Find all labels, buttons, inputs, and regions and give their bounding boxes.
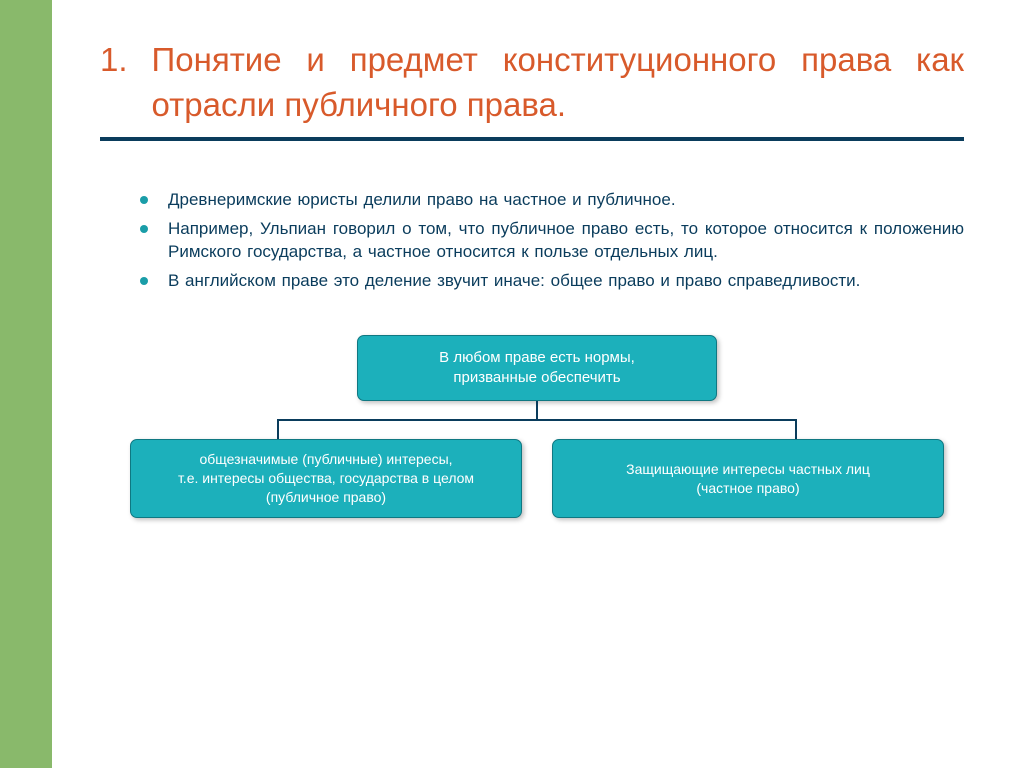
connector bbox=[277, 421, 279, 439]
title-text: Понятие и предмет конституционного права… bbox=[152, 38, 964, 127]
node-line: (частное право) bbox=[696, 480, 799, 496]
connector bbox=[536, 401, 538, 419]
connector bbox=[277, 419, 797, 421]
diagram-top-line2: призванные обеспечить bbox=[453, 369, 620, 386]
node-line: общезначимые (публичные) интересы, bbox=[199, 451, 452, 467]
bullet-list: Древнеримские юристы делили право на час… bbox=[100, 189, 964, 293]
diagram: В любом праве есть нормы, призванные обе… bbox=[100, 335, 964, 518]
left-stripe bbox=[0, 0, 52, 768]
connector-row bbox=[277, 421, 797, 439]
title-number: 1. bbox=[100, 38, 128, 83]
node-line: Защищающие интересы частных лиц bbox=[626, 461, 870, 477]
bullet-text: Например, Ульпиан говорил о том, что пуб… bbox=[168, 218, 964, 264]
diagram-bottom-row: общезначимые (публичные) интересы, т.е. … bbox=[130, 439, 944, 518]
bullet-dot-icon bbox=[140, 196, 148, 204]
title-row: 1. Понятие и предмет конституционного пр… bbox=[100, 38, 964, 127]
bullet-dot-icon bbox=[140, 225, 148, 233]
title-underline bbox=[100, 137, 964, 141]
list-item: Древнеримские юристы делили право на час… bbox=[140, 189, 964, 212]
slide-content: 1. Понятие и предмет конституционного пр… bbox=[52, 0, 1024, 768]
node-line: (публичное право) bbox=[266, 489, 386, 505]
node-line: т.е. интересы общества, государства в це… bbox=[178, 470, 474, 486]
diagram-bottom-node-right: Защищающие интересы частных лиц (частное… bbox=[552, 439, 944, 518]
list-item: Например, Ульпиан говорил о том, что пуб… bbox=[140, 218, 964, 264]
bullet-text: Древнеримские юристы делили право на час… bbox=[168, 189, 964, 212]
diagram-top-node: В любом праве есть нормы, призванные обе… bbox=[357, 335, 717, 402]
bullet-dot-icon bbox=[140, 277, 148, 285]
bullet-text: В английском праве это деление звучит ин… bbox=[168, 270, 964, 293]
diagram-top-line1: В любом праве есть нормы, bbox=[439, 349, 635, 366]
diagram-bottom-node-left: общезначимые (публичные) интересы, т.е. … bbox=[130, 439, 522, 518]
connector bbox=[795, 421, 797, 439]
list-item: В английском праве это деление звучит ин… bbox=[140, 270, 964, 293]
